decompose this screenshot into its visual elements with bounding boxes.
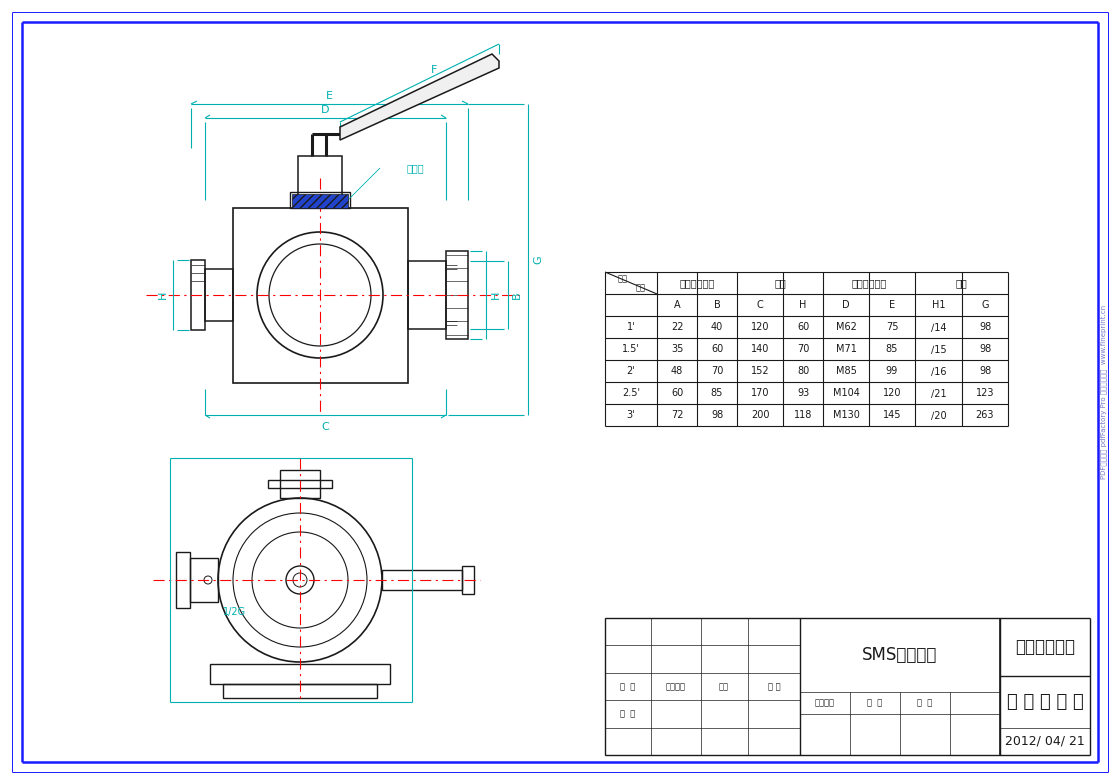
Bar <box>280 470 320 498</box>
Text: 阀体: 阀体 <box>618 274 628 284</box>
Text: ∕14: ∕14 <box>931 322 946 332</box>
Text: 标  记: 标 记 <box>620 682 636 691</box>
Text: 35: 35 <box>671 344 683 354</box>
Text: 98: 98 <box>711 410 724 420</box>
Text: 70: 70 <box>711 366 724 376</box>
Text: C: C <box>321 422 329 432</box>
Text: 75: 75 <box>886 322 898 332</box>
Text: 图样标记: 图样标记 <box>815 699 836 707</box>
Text: 48: 48 <box>671 366 683 376</box>
Text: M104: M104 <box>832 388 859 398</box>
Text: 重  量: 重 量 <box>867 699 883 707</box>
Text: 1.5': 1.5' <box>622 344 640 354</box>
Text: B: B <box>713 300 720 310</box>
Text: 60: 60 <box>711 344 724 354</box>
Bar <box>446 251 468 339</box>
Text: F: F <box>431 65 437 75</box>
Bar <box>205 269 233 321</box>
Text: 2.5': 2.5' <box>622 388 640 398</box>
Text: 2012/ 04/ 21: 2012/ 04/ 21 <box>1005 735 1085 748</box>
Text: 93: 93 <box>796 388 809 398</box>
Text: 120: 120 <box>883 388 902 398</box>
Bar <box>461 566 474 594</box>
Text: 密封圈: 密封圈 <box>407 163 423 173</box>
Text: 1': 1' <box>627 322 635 332</box>
Text: H: H <box>491 291 501 299</box>
Text: 85: 85 <box>886 344 898 354</box>
Text: 手柄: 手柄 <box>955 278 968 288</box>
Text: ∕20: ∕20 <box>931 410 946 420</box>
Text: 99: 99 <box>886 366 898 376</box>
Bar <box>408 261 446 329</box>
Bar <box>292 194 348 208</box>
Text: 2': 2' <box>626 366 635 376</box>
Text: 140: 140 <box>750 344 769 354</box>
Bar <box>290 192 349 208</box>
Text: H: H <box>158 291 168 299</box>
Bar <box>233 208 408 383</box>
Text: D: D <box>842 300 850 310</box>
Text: E: E <box>326 91 333 101</box>
Bar <box>192 260 205 330</box>
Bar <box>190 558 218 602</box>
Text: 263: 263 <box>976 410 995 420</box>
Text: 日 期: 日 期 <box>767 682 781 691</box>
Text: 152: 152 <box>750 366 769 376</box>
Text: ∕21: ∕21 <box>931 388 946 398</box>
Text: D: D <box>321 105 329 115</box>
Text: M62: M62 <box>836 322 857 332</box>
Bar <box>176 552 190 608</box>
Text: 更改文件: 更改文件 <box>666 682 685 691</box>
Text: E: E <box>889 300 895 310</box>
Text: 比  例: 比 例 <box>917 699 933 707</box>
Bar <box>223 684 377 698</box>
Text: 200: 200 <box>750 410 769 420</box>
Text: 温州兴生阀门: 温州兴生阀门 <box>1015 637 1075 655</box>
Text: 设  计: 设 计 <box>620 710 636 718</box>
Polygon shape <box>340 54 500 140</box>
Text: PDF文件使用 pdfFactory Pro 试用版本创建  www.fineprint.cn: PDF文件使用 pdfFactory Pro 试用版本创建 www.finepr… <box>1101 305 1108 479</box>
Text: 22: 22 <box>671 322 683 332</box>
Text: 98: 98 <box>979 344 991 354</box>
Text: SMS螺纹标准: SMS螺纹标准 <box>862 646 937 664</box>
Text: A: A <box>674 300 680 310</box>
Text: B: B <box>512 291 522 299</box>
Text: 98: 98 <box>979 366 991 376</box>
Text: ∕15: ∕15 <box>931 344 946 354</box>
Text: M130: M130 <box>832 410 859 420</box>
Text: H: H <box>800 300 806 310</box>
Text: 60: 60 <box>671 388 683 398</box>
Text: 三 通 旋 塞 阀: 三 通 旋 塞 阀 <box>1007 692 1083 710</box>
Bar <box>211 664 390 684</box>
Text: 80: 80 <box>796 366 809 376</box>
Text: 40: 40 <box>711 322 724 332</box>
Text: H1: H1 <box>932 300 945 310</box>
Text: 签字: 签字 <box>719 682 729 691</box>
Text: 170: 170 <box>750 388 769 398</box>
Text: 85: 85 <box>711 388 724 398</box>
Bar <box>298 156 342 208</box>
Text: 1/2G: 1/2G <box>223 607 246 617</box>
Text: ∕16: ∕16 <box>931 366 946 376</box>
Text: C: C <box>757 300 764 310</box>
Text: 阀体: 阀体 <box>774 278 786 288</box>
Text: 123: 123 <box>976 388 995 398</box>
Text: 3': 3' <box>627 410 635 420</box>
Bar <box>268 480 332 488</box>
Text: 98: 98 <box>979 322 991 332</box>
Text: M85: M85 <box>836 366 857 376</box>
Text: G: G <box>533 255 543 263</box>
Bar <box>382 570 461 590</box>
Text: 60: 60 <box>796 322 809 332</box>
Text: M71: M71 <box>836 344 857 354</box>
Text: 72: 72 <box>671 410 683 420</box>
Text: 70: 70 <box>796 344 809 354</box>
Text: G: G <box>981 300 989 310</box>
Text: 法兰（螺级）: 法兰（螺级） <box>851 278 887 288</box>
Text: 118: 118 <box>794 410 812 420</box>
Text: 管口（细级）: 管口（细级） <box>680 278 715 288</box>
Text: 尺寸: 尺寸 <box>636 284 646 292</box>
Text: 120: 120 <box>750 322 769 332</box>
Text: 145: 145 <box>883 410 902 420</box>
